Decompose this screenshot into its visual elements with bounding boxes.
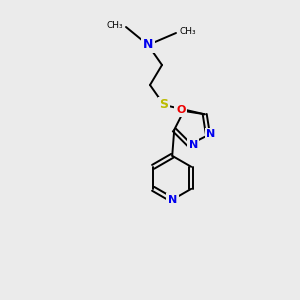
Text: S: S xyxy=(160,98,169,112)
Text: N: N xyxy=(206,129,216,139)
Text: N: N xyxy=(189,140,198,150)
Text: O: O xyxy=(176,105,185,115)
Text: N: N xyxy=(168,195,177,205)
Text: N: N xyxy=(143,38,153,52)
Text: CH₃: CH₃ xyxy=(179,28,196,37)
Text: CH₃: CH₃ xyxy=(106,22,123,31)
